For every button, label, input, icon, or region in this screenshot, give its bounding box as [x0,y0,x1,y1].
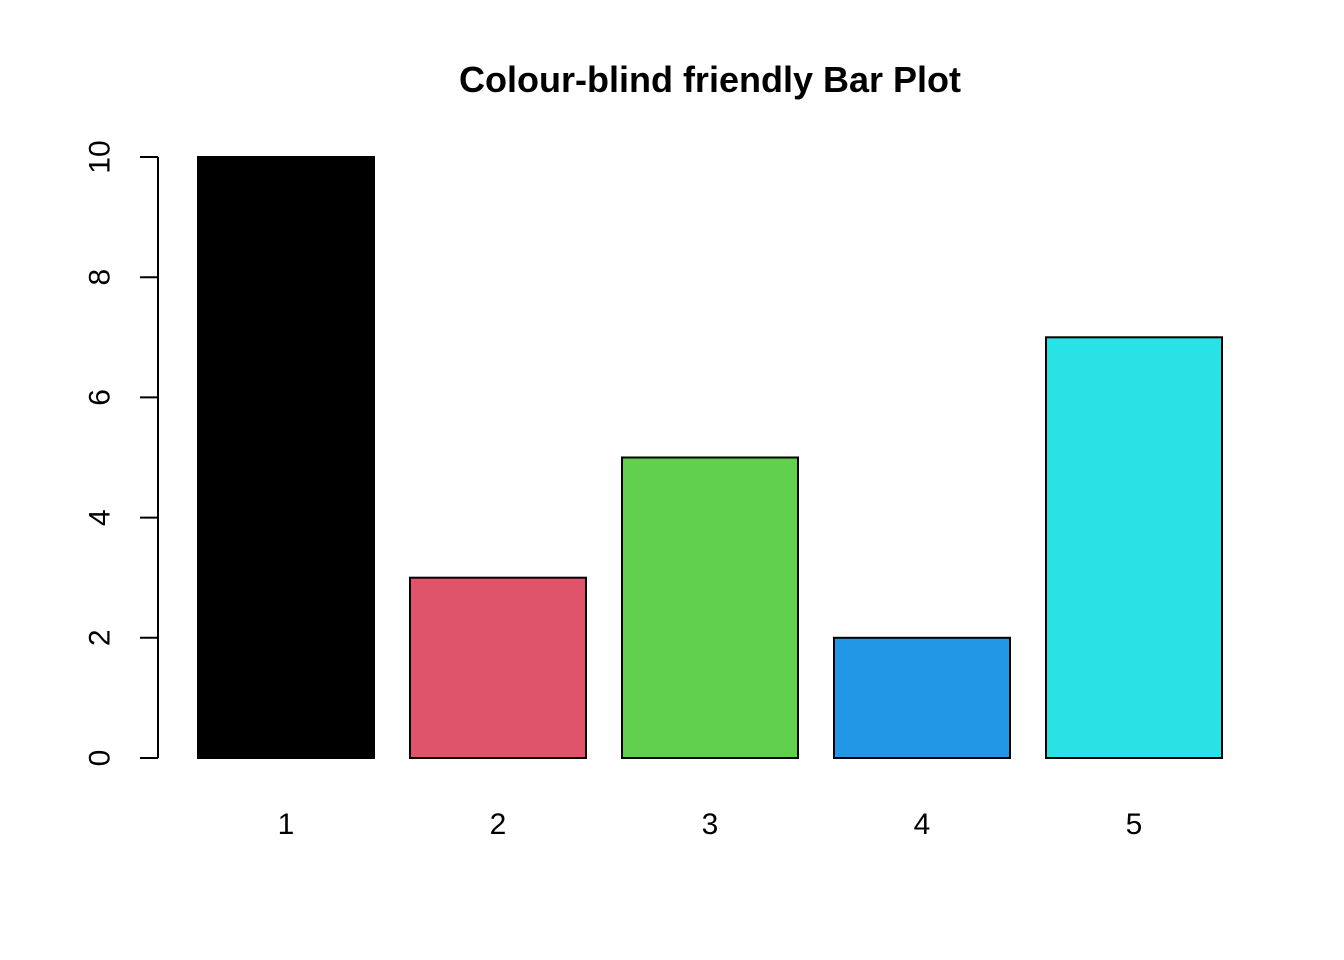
x-tick-label: 2 [490,808,507,841]
x-tick-label: 3 [702,808,719,841]
y-tick-label: 0 [84,750,117,767]
x-tick-labels: 1 2 3 4 5 [278,808,1143,841]
y-tick-label: 6 [84,389,117,406]
y-tick-label: 4 [84,509,117,526]
bars-group [197,156,1223,760]
bar-2 [409,576,587,760]
y-tick-label: 8 [84,269,117,286]
x-tick-label: 1 [278,808,295,841]
bar-5 [1045,336,1223,759]
x-tick-label: 5 [1126,808,1143,841]
x-tick-label: 4 [914,808,931,841]
y-tick-label: 2 [84,629,117,646]
y-axis: 0 2 4 6 8 10 [84,140,159,766]
y-tick-label: 10 [84,140,117,173]
chart-title: Colour-blind friendly Bar Plot [459,59,961,100]
bar-4 [833,636,1011,759]
bar-3 [621,456,799,759]
bar-1 [197,156,375,759]
